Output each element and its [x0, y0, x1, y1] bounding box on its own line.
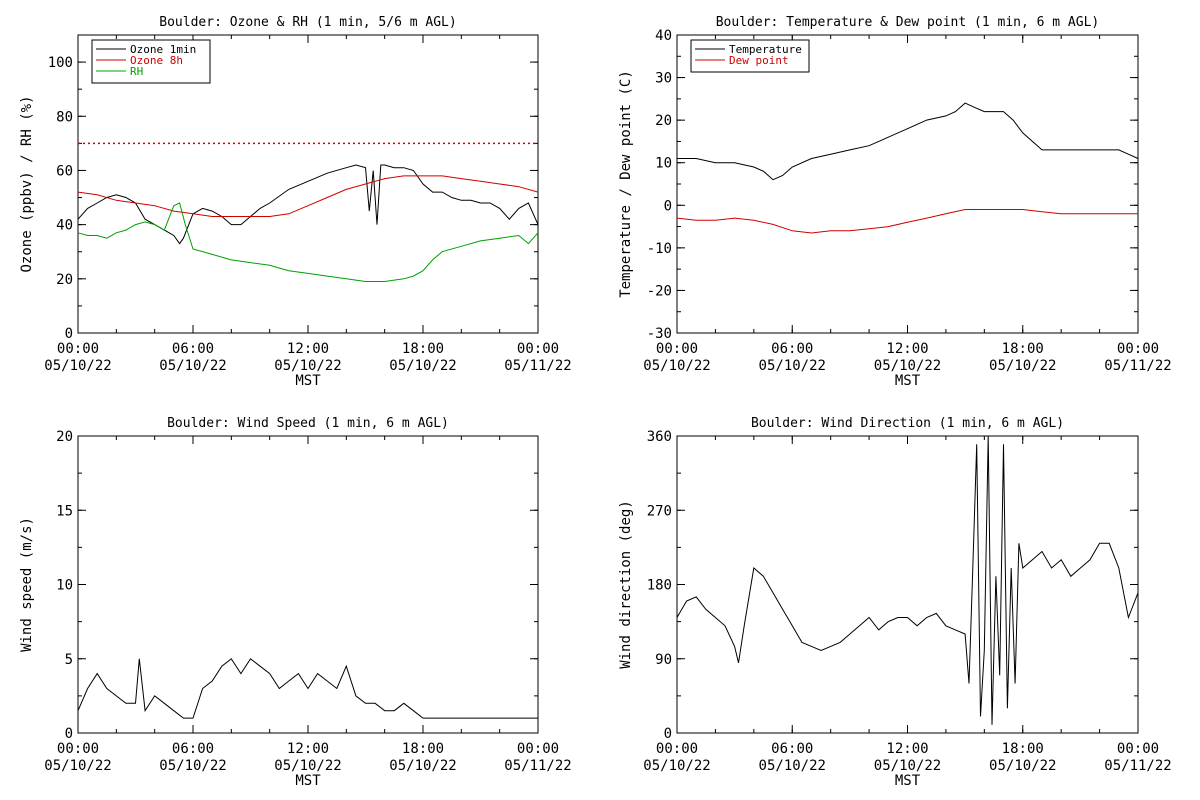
y-tick-label: 15 — [56, 503, 73, 519]
x-axis-label: MST — [295, 773, 321, 789]
x-tick-label: 00:00 — [517, 341, 559, 357]
y-tick-label: 0 — [664, 198, 672, 214]
x-tick-date-label: 05/10/22 — [874, 758, 941, 774]
series-line-1 — [676, 435, 1139, 725]
y-tick-label: 10 — [655, 156, 672, 172]
y-axis-label: Wind direction (deg) — [618, 500, 634, 669]
y-tick-label: 20 — [655, 113, 672, 129]
x-tick-date-label: 05/10/22 — [44, 358, 111, 374]
series-line-1 — [77, 658, 538, 719]
y-tick-label: 80 — [56, 109, 73, 125]
x-tick-date-label: 05/10/22 — [759, 358, 826, 374]
chart-title: Boulder: Wind Direction (1 min, 6 m AGL) — [751, 416, 1064, 431]
y-tick-label: 0 — [65, 326, 73, 342]
legend-box — [690, 39, 810, 73]
x-tick-label: 18:00 — [1002, 741, 1044, 757]
x-tick-date-label: 05/10/22 — [274, 758, 341, 774]
x-tick-label: 18:00 — [1002, 341, 1044, 357]
chart-panel-3: Boulder: Wind Speed (1 min, 6 m AGL) 0 5 10… — [19, 416, 572, 789]
x-tick-label: 00:00 — [1117, 341, 1159, 357]
x-tick-label: 06:00 — [771, 741, 813, 757]
legend-label: Temperature — [729, 43, 802, 56]
y-tick-label: 40 — [655, 28, 672, 44]
x-tick-date-label: 05/10/22 — [874, 358, 941, 374]
x-tick-label: 06:00 — [172, 341, 214, 357]
x-tick-date-label: 05/10/22 — [759, 758, 826, 774]
y-axis-label: Wind speed (m/s) — [19, 517, 35, 652]
y-tick-label: 270 — [647, 503, 672, 519]
series-line-1 — [677, 102, 1139, 181]
x-tick-label: 06:00 — [172, 741, 214, 757]
x-tick-date-label: 05/11/22 — [504, 758, 571, 774]
x-tick-date-label: 05/11/22 — [1104, 358, 1171, 374]
x-tick-label: 18:00 — [402, 741, 444, 757]
plot-frame — [676, 435, 1139, 734]
y-tick-label: 100 — [48, 55, 73, 71]
y-axis-label: Temperature / Dew point (C) — [618, 70, 634, 298]
y-tick-label: 0 — [664, 726, 672, 742]
x-axis-label: MST — [895, 773, 921, 789]
chart-title: Boulder: Wind Speed (1 min, 6 m AGL) — [167, 416, 449, 431]
chart-title: Boulder: Temperature & Dew point (1 min,… — [716, 15, 1100, 30]
x-tick-label: 00:00 — [656, 741, 698, 757]
legend-label: Ozone 1min — [130, 43, 196, 56]
x-tick-label: 00:00 — [517, 741, 559, 757]
x-axis-label: MST — [895, 373, 921, 389]
chart-panel-1: Boulder: Ozone & RH (1 min, 5/6 m AGL) 0 2… — [19, 15, 572, 389]
x-tick-date-label: 05/11/22 — [504, 358, 571, 374]
x-tick-label: 00:00 — [656, 341, 698, 357]
x-tick-label: 00:00 — [57, 741, 99, 757]
y-tick-label: 0 — [65, 726, 73, 742]
x-tick-label: 18:00 — [402, 341, 444, 357]
y-tick-label: 60 — [56, 163, 73, 179]
y-tick-label: -10 — [647, 241, 672, 257]
legend-label: RH — [130, 65, 143, 78]
y-tick-label: 360 — [647, 429, 672, 445]
x-tick-label: 12:00 — [287, 341, 329, 357]
x-tick-date-label: 05/10/22 — [274, 358, 341, 374]
series-line-2 — [77, 175, 539, 217]
legend-label: Ozone 8h — [130, 54, 183, 67]
y-tick-label: -30 — [647, 326, 672, 342]
x-tick-date-label: 05/10/22 — [159, 358, 226, 374]
chart-panel-4: Boulder: Wind Direction (1 min, 6 m AGL)… — [618, 416, 1172, 789]
chart-title: Boulder: Ozone & RH (1 min, 5/6 m AGL) — [159, 15, 456, 30]
y-tick-label: 90 — [655, 652, 672, 668]
series-line-2 — [676, 209, 1138, 234]
x-tick-label: 12:00 — [886, 341, 928, 357]
x-tick-label: 12:00 — [287, 741, 329, 757]
y-tick-label: -20 — [647, 283, 672, 299]
x-tick-label: 12:00 — [886, 741, 928, 757]
x-tick-date-label: 05/10/22 — [159, 758, 226, 774]
x-tick-date-label: 05/10/22 — [989, 758, 1056, 774]
x-tick-label: 06:00 — [771, 341, 813, 357]
x-tick-date-label: 05/10/22 — [989, 358, 1056, 374]
legend-box — [91, 39, 211, 84]
series-line-3 — [77, 202, 539, 282]
x-tick-date-label: 05/10/22 — [44, 758, 111, 774]
plot-frame — [676, 34, 1139, 334]
y-tick-label: 10 — [56, 578, 73, 594]
x-tick-date-label: 05/10/22 — [643, 758, 710, 774]
y-tick-label: 20 — [56, 272, 73, 288]
y-tick-label: 30 — [655, 71, 672, 87]
y-tick-label: 40 — [56, 218, 73, 234]
x-tick-label: 00:00 — [1117, 741, 1159, 757]
x-tick-date-label: 05/11/22 — [1104, 758, 1171, 774]
chart-panel-2: Boulder: Temperature & Dew point (1 min,… — [618, 15, 1172, 389]
x-axis-label: MST — [295, 373, 321, 389]
x-tick-label: 00:00 — [57, 341, 99, 357]
x-tick-date-label: 05/10/22 — [389, 358, 456, 374]
x-tick-date-label: 05/10/22 — [643, 358, 710, 374]
y-tick-label: 5 — [65, 652, 73, 668]
y-tick-label: 180 — [647, 578, 672, 594]
legend-label: Dew point — [729, 54, 789, 67]
y-tick-label: 20 — [56, 429, 73, 445]
x-tick-date-label: 05/10/22 — [389, 758, 456, 774]
y-axis-label: Ozone (ppbv) / RH (%) — [19, 95, 35, 272]
